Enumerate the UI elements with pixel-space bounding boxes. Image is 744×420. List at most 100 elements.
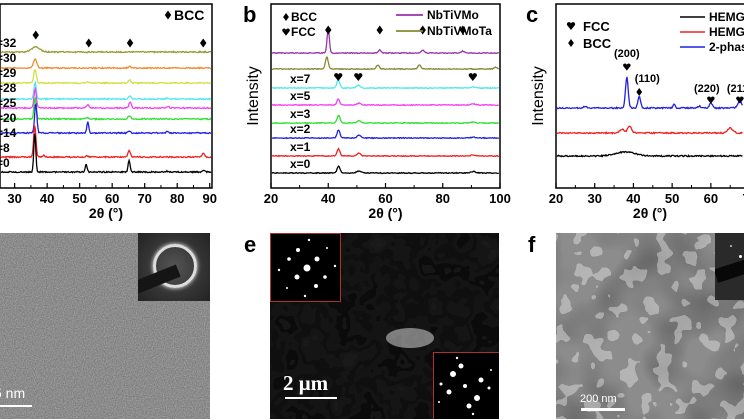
diffraction-spot [296, 248, 300, 252]
x-tick-label: 20 [264, 191, 278, 206]
panel-label-e: e [244, 232, 257, 257]
y-axis-label: Intensity [245, 66, 262, 126]
scale-bar-label: 5 nm [0, 385, 26, 401]
series-line [556, 125, 743, 135]
diamond-marker [325, 25, 332, 35]
x-tick-label: 30 [7, 191, 21, 206]
x-tick-label: 70 [137, 191, 151, 206]
panel-label-c: c [526, 2, 539, 27]
heart-marker [736, 96, 744, 104]
x-tick-label: 30 [587, 191, 601, 206]
legend-label: HEMGC [709, 25, 744, 39]
x-axis-label: 2θ (°) [633, 205, 667, 221]
legend-label: BCC [583, 36, 612, 51]
diffraction-spot [739, 255, 742, 258]
scale-bar [285, 397, 337, 399]
diffraction-spot [474, 395, 480, 401]
diffraction-spot [490, 369, 492, 371]
panel-label-f: f [528, 232, 536, 257]
peak-annotation: (200) [614, 48, 640, 60]
series-line [0, 102, 212, 135]
series-line [271, 28, 499, 55]
series-label: =28 [0, 81, 17, 95]
diffraction-spot [439, 382, 443, 386]
peak-annotation: (110) [635, 73, 660, 85]
x-tick-label: 70 [742, 191, 744, 206]
series-line [271, 165, 499, 175]
diffraction-spot [446, 389, 452, 395]
series-line [272, 114, 499, 125]
scale-bar [0, 405, 32, 407]
series-line [0, 133, 212, 174]
series-label: =32 [0, 36, 17, 50]
diffraction-spot [478, 377, 484, 383]
diamond-marker [419, 25, 426, 35]
x-tick-label: 100 [489, 191, 511, 206]
plot-frame-c [555, 3, 744, 189]
heart-marker [566, 22, 576, 30]
diffraction-spot [466, 403, 472, 409]
series-label: =8 [0, 141, 10, 155]
series-line [0, 58, 212, 70]
x-tick-label: 90 [202, 191, 216, 206]
diffraction-spot [303, 264, 311, 272]
diffraction-spot [314, 284, 318, 288]
legend-label: FCC [583, 19, 610, 34]
diffraction-spot [294, 274, 300, 280]
series-label: x=3 [290, 107, 311, 121]
x-tick-label: 40 [626, 191, 640, 206]
heart-marker [623, 63, 631, 71]
diffraction-spot [286, 287, 288, 289]
x-tick-label: 40 [40, 191, 54, 206]
series-label: =29 [0, 66, 17, 80]
diffraction-spot [314, 256, 320, 262]
series-label: =30 [0, 51, 17, 65]
diamond-marker [126, 38, 134, 48]
series-label: x=0 [290, 157, 311, 171]
x-tick-label: 60 [105, 191, 119, 206]
diamond-marker [164, 10, 172, 20]
diffraction-spot [458, 363, 464, 369]
legend-label: HEMG [709, 10, 744, 24]
series-label: =20 [0, 111, 17, 125]
plot-frame-a [0, 3, 213, 189]
diffraction-spot [463, 384, 467, 388]
diffraction-spot [450, 371, 456, 377]
legend-label: BCC [174, 7, 204, 23]
x-tick-label: 60 [704, 191, 718, 206]
series-line [0, 86, 212, 110]
diffraction-spot [277, 268, 281, 272]
tem-two-phase-image: 200 nm [556, 233, 744, 419]
series-label: x=5 [290, 89, 311, 103]
legend-label: BCC [291, 10, 317, 24]
saed-inset-amorphous [138, 233, 210, 301]
hrtem-image: 5 nm [0, 233, 210, 419]
series-label: =25 [0, 96, 17, 110]
legend-label: FCC [291, 25, 316, 39]
series-label: =14 [0, 126, 17, 140]
diffraction-spot [471, 412, 475, 416]
diamond-marker [568, 38, 574, 48]
x-axis-label: 2θ (°) [368, 205, 402, 221]
series-line [556, 76, 744, 110]
tem-brightfield-image: 2 μm [270, 233, 499, 419]
x-tick-label: 50 [72, 191, 86, 206]
heart-marker [707, 96, 715, 104]
scale-bar-label: 200 nm [580, 393, 617, 405]
diffraction-spot [326, 247, 328, 249]
diamond-marker [283, 12, 289, 22]
series-line [0, 96, 212, 121]
diamond-marker [200, 38, 207, 48]
diffraction-ring [153, 244, 197, 288]
saed-inset-bottom [433, 352, 499, 419]
series-label: x=7 [290, 72, 311, 86]
peak-annotation: (220) [694, 83, 720, 95]
series-line [0, 80, 212, 101]
saed-inset-top [270, 233, 341, 302]
diffraction-spot [333, 264, 337, 268]
diffraction-spot [287, 257, 291, 261]
diamond-marker [376, 25, 383, 35]
peak-annotation: (211) [727, 83, 744, 95]
x-tick-label: 60 [378, 191, 392, 206]
